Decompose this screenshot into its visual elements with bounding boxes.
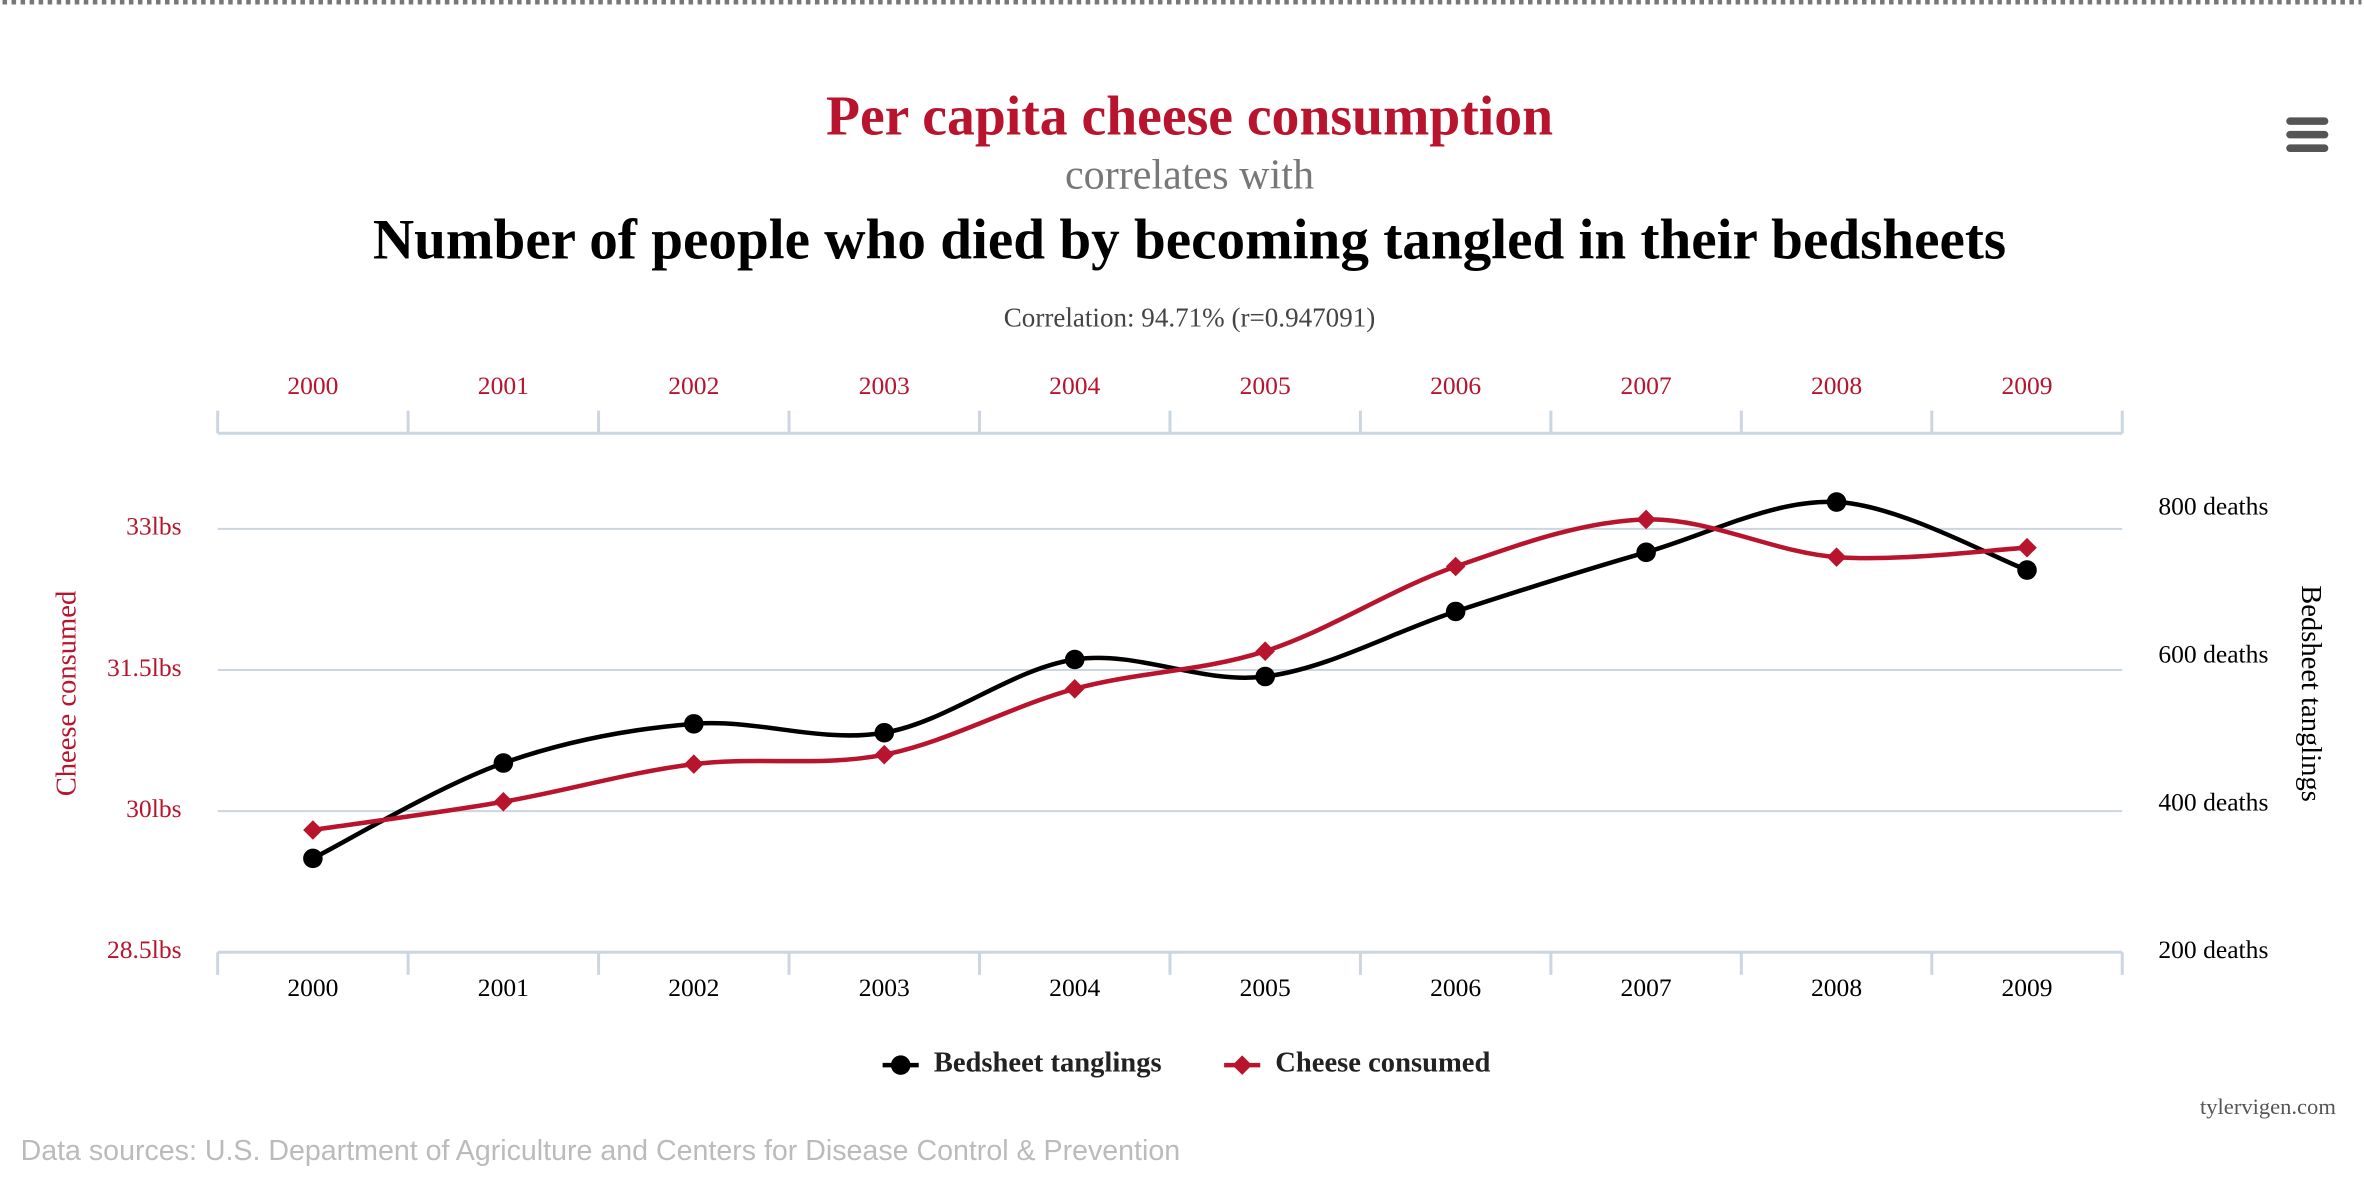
y-axis-label: Cheese consumed [51, 591, 82, 797]
point [303, 820, 323, 840]
chart-subtitle: Number of people who died by becoming ta… [373, 208, 2006, 271]
point [684, 714, 704, 734]
y-tick-label: 28.5lbs [107, 935, 182, 964]
y-tick-label: 33lbs [126, 512, 181, 541]
legend-marker [1232, 1055, 1252, 1075]
menu-bar [2286, 144, 2329, 152]
x-tick-label: 2002 [668, 973, 719, 1002]
x-tick-label-top: 2000 [287, 371, 338, 400]
point [2017, 560, 2037, 580]
menu-button[interactable] [2286, 117, 2329, 152]
y2-tick-label: 600 deaths [2158, 639, 2268, 668]
point [1445, 601, 1466, 622]
x-tick-label: 2001 [478, 973, 529, 1002]
x-tick-label: 2000 [287, 973, 338, 1002]
menu-bar [2286, 130, 2329, 139]
data-source: Data sources: U.S. Department of Agricul… [21, 1135, 1181, 1167]
legend-label: Bedsheet tanglings [934, 1048, 1162, 1079]
point [1826, 547, 1847, 567]
credit: tylervigen.com [2200, 1094, 2336, 1119]
correlation: Correlation: 94.71% (r=0.947091) [1004, 303, 1376, 333]
x-tick-label-top: 2002 [668, 371, 719, 400]
menu-bar [2286, 117, 2329, 125]
y-tick-label: 30lbs [126, 794, 181, 823]
series-line [311, 499, 2028, 861]
y-tick-label: 31.5lbs [107, 653, 182, 682]
point [1064, 679, 1085, 699]
y2-tick-label: 200 deaths [2158, 935, 2268, 964]
point [1064, 649, 1085, 670]
point [2017, 537, 2037, 558]
x-tick-label: 2009 [2001, 973, 2052, 1002]
x-tick-label: 2005 [1240, 973, 1291, 1002]
chart-title: Per capita cheese consumption [826, 86, 1553, 148]
series-line [312, 517, 2028, 833]
x-tick-label: 2004 [1049, 973, 1100, 1002]
point [684, 754, 704, 774]
point [493, 791, 514, 812]
x-tick-label-top: 2009 [2001, 371, 2052, 400]
point [874, 722, 895, 743]
y2-tick-label: 400 deaths [2158, 787, 2268, 816]
legend-label: Cheese consumed [1275, 1048, 1490, 1079]
point [1636, 542, 1656, 563]
x-tick-label: 2008 [1811, 973, 1862, 1002]
x-tick-label-top: 2003 [859, 371, 910, 400]
point [1826, 492, 1847, 512]
x-tick-label-top: 2006 [1430, 371, 1481, 400]
x-tick-label-top: 2005 [1240, 371, 1291, 400]
x-tick-label: 2007 [1621, 973, 1672, 1002]
legend-marker [890, 1055, 911, 1075]
x-tick-label-top: 2008 [1811, 371, 1862, 400]
x-tick-label-top: 2004 [1049, 371, 1100, 400]
point [303, 848, 323, 869]
connector: correlates with [1065, 152, 1314, 199]
x-tick-label-top: 2001 [478, 371, 529, 400]
point [493, 753, 514, 773]
point [1445, 556, 1466, 577]
x-tick-label: 2003 [859, 973, 910, 1002]
point [1636, 509, 1656, 530]
x-tick-label-top: 2007 [1621, 371, 1672, 400]
y2-tick-label: 800 deaths [2158, 492, 2268, 521]
point [1255, 641, 1275, 661]
y2-axis-label: Bedsheet tanglings [2295, 585, 2326, 802]
point [1255, 666, 1275, 687]
point [874, 744, 895, 765]
x-tick-label: 2006 [1430, 973, 1481, 1002]
